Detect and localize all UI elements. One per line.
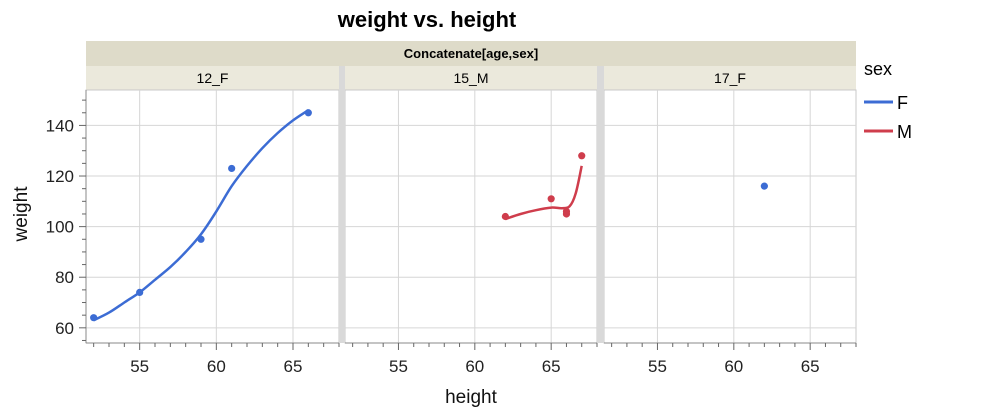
x-tick-label: 65 <box>801 357 820 376</box>
y-tick-label: 140 <box>46 116 74 135</box>
panel-header <box>345 66 597 90</box>
data-point <box>562 207 571 216</box>
group-title: Concatenate[age,sex] <box>404 46 538 61</box>
legend: sex FM <box>864 59 912 142</box>
legend-label-F: F <box>897 93 908 113</box>
panel-label: 17_F <box>714 70 746 86</box>
panel-header <box>86 66 339 90</box>
y-tick-label: 100 <box>46 218 74 237</box>
panel-separator <box>597 66 604 343</box>
x-tick-label: 55 <box>648 357 667 376</box>
data-point <box>760 182 768 190</box>
x-tick-label: 55 <box>130 357 149 376</box>
data-point <box>547 195 555 203</box>
panel-15_M: 15_M 55 60 65 <box>344 66 598 376</box>
x-axis-label: height <box>445 387 497 408</box>
x-tick-label: 60 <box>465 357 484 376</box>
data-point <box>136 288 144 296</box>
panel-12_F: 12_F 55 60 65 <box>85 66 340 376</box>
data-point <box>501 212 509 221</box>
legend-title: sex <box>864 59 892 79</box>
panel-separator <box>339 66 345 343</box>
chart-title: weight vs. height <box>337 7 517 32</box>
x-tick-label: 55 <box>389 357 408 376</box>
panels-layer: 12_F 55 60 65 15_M 55 60 65 17_F 55 60 65 <box>85 66 857 376</box>
plot-area <box>603 89 857 344</box>
x-tick-label: 65 <box>284 357 303 376</box>
fit-curve-M <box>505 165 583 221</box>
panel-17_F: 17_F 55 60 65 <box>603 66 857 376</box>
x-tick-label: 60 <box>724 357 743 376</box>
group-header <box>86 41 856 66</box>
x-tick-label: 60 <box>207 357 226 376</box>
y-axis-label: weight <box>11 186 32 243</box>
y-tick-label: 60 <box>55 319 74 338</box>
y-tick-label: 120 <box>46 167 74 186</box>
y-tick-label: 80 <box>55 268 74 287</box>
x-tick-label: 65 <box>542 357 561 376</box>
panel-label: 12_F <box>197 70 229 86</box>
plot-area <box>344 89 598 344</box>
data-point <box>90 314 98 322</box>
y-axis: 60 80 100 120 140 <box>46 90 87 343</box>
data-point <box>578 152 586 160</box>
data-point <box>228 164 236 173</box>
panel-label: 15_M <box>453 70 488 86</box>
panel-header <box>604 66 856 90</box>
legend-label-M: M <box>897 122 912 142</box>
fit-curve-F <box>93 109 310 322</box>
data-point <box>304 109 312 117</box>
data-point <box>197 235 205 243</box>
